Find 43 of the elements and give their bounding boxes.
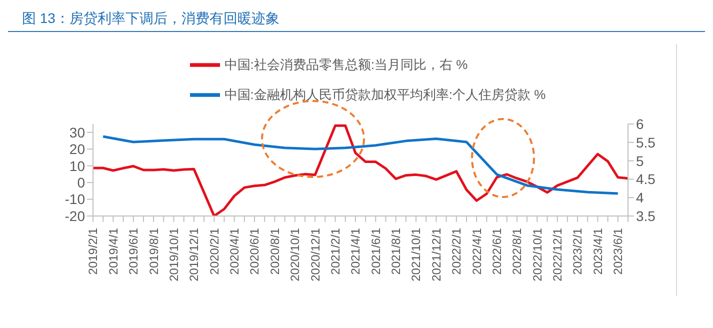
y2-tick-label: 4	[636, 190, 644, 206]
x-tick-label: 2019/6/1	[126, 228, 141, 275]
x-tick-label: 2021/10/1	[409, 228, 424, 282]
x-tick-label: 2019/4/1	[106, 228, 120, 275]
x-tick-label: 2020/2/1	[207, 228, 222, 275]
x-tick-label: 2022/2/1	[450, 228, 464, 275]
x-tick-label: 2021/2/1	[328, 228, 342, 275]
y-tick-label: 10	[69, 158, 86, 174]
x-tick-label: 2019/10/1	[166, 228, 181, 282]
x-tick-label: 2020/10/1	[288, 228, 302, 282]
y2-tick-label: 6	[636, 116, 644, 132]
x-tick-label: 2023/2/1	[570, 228, 585, 275]
chart-title: 图 13：房贷利率下调后，消费有回暖迹象	[8, 8, 705, 32]
x-tick-label: 2022/10/1	[530, 228, 544, 282]
y-tick-label: 30	[69, 124, 86, 140]
x-tick-label: 2023/4/1	[590, 228, 605, 275]
x-tick-label: 2021/12/1	[429, 228, 444, 282]
y2-tick-label: 5.5	[636, 134, 656, 150]
x-tick-label: 2020/12/1	[308, 228, 322, 282]
y-tick-label: -10	[64, 191, 86, 208]
x-tick-label: 2020/4/1	[228, 228, 242, 275]
legend-label: 中国:金融机构人民币贷款加权平均利率:个人住房贷款 %	[224, 87, 546, 102]
x-tick-label: 2019/2/1	[86, 228, 100, 275]
y-tick-label: -20	[64, 208, 86, 224]
x-tick-label: 2021/4/1	[348, 228, 363, 275]
y2-tick-label: 4.5	[636, 171, 656, 188]
y2-tick-label: 5	[636, 152, 644, 169]
y-tick-label: 20	[69, 141, 86, 158]
x-tick-label: 2020/8/1	[268, 228, 282, 275]
legend-label: 中国:社会消费品零售总额:当月同比，右 %	[224, 57, 468, 72]
x-tick-label: 2020/6/1	[248, 228, 262, 275]
x-tick-label: 2021/6/1	[368, 228, 383, 275]
x-tick-label: 2022/4/1	[470, 228, 484, 275]
x-tick-label: 2023/6/1	[611, 228, 626, 275]
x-tick-label: 2022/12/1	[550, 228, 565, 282]
line-series	[102, 135, 620, 195]
x-tick-label: 2022/8/1	[510, 228, 524, 275]
x-tick-label: 2019/12/1	[187, 228, 202, 282]
x-tick-label: 2019/8/1	[146, 228, 161, 275]
y-tick-label: 0	[77, 174, 86, 191]
x-tick-label: 2022/6/1	[490, 228, 504, 275]
y2-tick-label: 3.5	[636, 208, 656, 224]
x-tick-label: 2021/8/1	[389, 228, 404, 275]
